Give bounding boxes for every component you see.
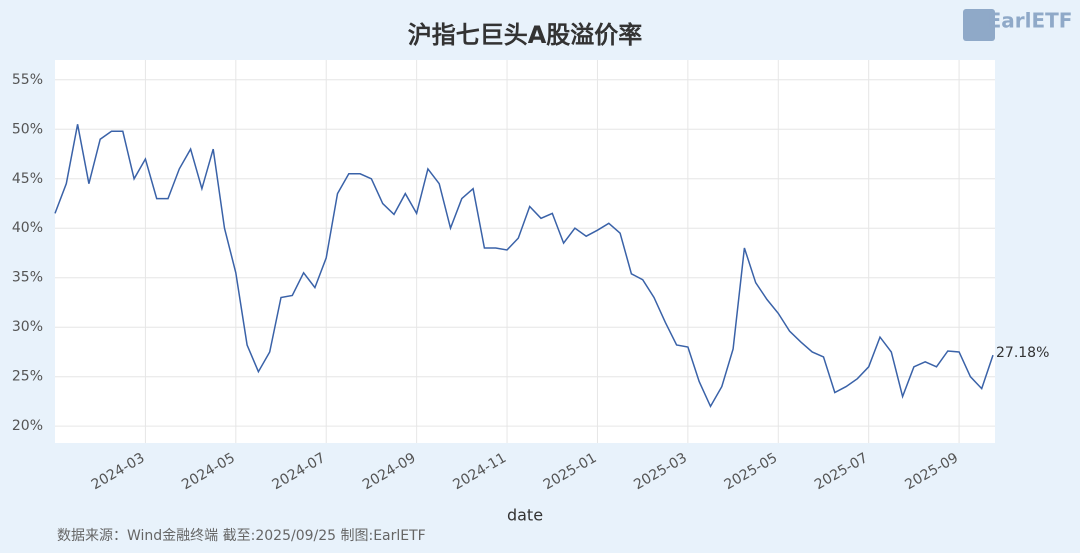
x-tick-label: 2024-03 xyxy=(89,450,148,493)
x-tick-label: 2025-05 xyxy=(722,450,781,493)
x-tick-label: 2024-07 xyxy=(270,450,329,493)
y-tick-label: 30% xyxy=(12,319,43,335)
source-note: 数据来源：Wind金融终端 截至:2025/09/25 制图:EarlETF xyxy=(57,528,426,544)
x-tick-label: 2025-01 xyxy=(541,450,600,493)
line xyxy=(54,124,994,409)
y-tick-label: 45% xyxy=(12,171,43,187)
y-tick-label: 20% xyxy=(12,418,43,434)
x-tick-label: 2024-11 xyxy=(450,450,509,493)
chart-title: 沪指七巨头A股溢价率 xyxy=(408,21,643,49)
logo: EarlETF xyxy=(988,9,1073,33)
plot-area xyxy=(55,60,995,443)
x-tick-label: 2025-07 xyxy=(812,450,871,493)
y-tick-label: 35% xyxy=(12,270,43,286)
x-tick-label: 2024-09 xyxy=(360,450,419,493)
y-tick-label: 25% xyxy=(12,369,43,385)
data-label: 27.18% xyxy=(996,345,1049,361)
x-axis-label: date xyxy=(507,506,543,525)
x-tick-label: 2025-03 xyxy=(631,450,690,493)
logo-icon xyxy=(963,9,995,41)
y-tick-label: 50% xyxy=(12,121,43,137)
x-tick-label: 2024-05 xyxy=(179,450,238,493)
y-tick-label: 40% xyxy=(12,220,43,236)
x-tick-label: 2025-09 xyxy=(902,450,961,493)
y-tick-label: 55% xyxy=(12,72,43,88)
